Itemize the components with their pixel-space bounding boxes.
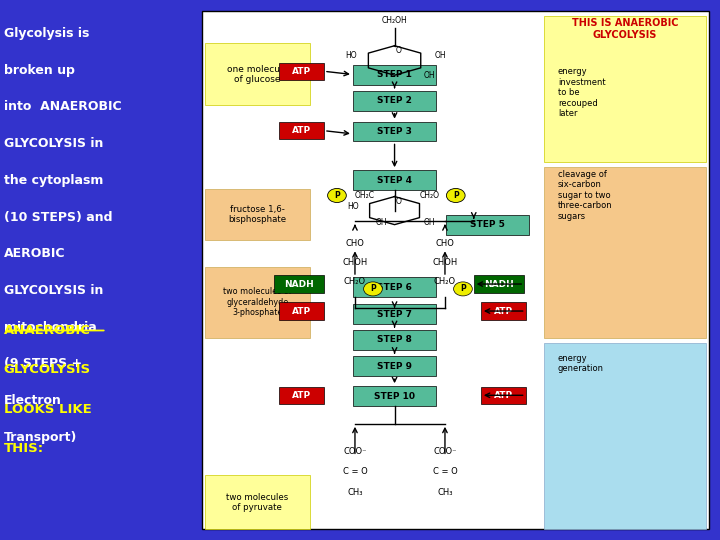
Text: OH: OH — [434, 51, 446, 59]
FancyBboxPatch shape — [544, 16, 706, 162]
Text: ATP: ATP — [292, 391, 311, 400]
FancyBboxPatch shape — [474, 275, 524, 293]
Text: CHO: CHO — [436, 239, 454, 248]
Text: CH₂O: CH₂O — [419, 191, 439, 200]
Text: Electron: Electron — [4, 394, 61, 407]
FancyBboxPatch shape — [274, 275, 324, 293]
Text: one molecule
of glucose: one molecule of glucose — [227, 65, 288, 84]
Text: THIS IS ANAEROBIC
GLYCOLYSIS: THIS IS ANAEROBIC GLYCOLYSIS — [572, 18, 678, 40]
Text: (10 STEPS) and: (10 STEPS) and — [4, 211, 112, 224]
FancyBboxPatch shape — [481, 302, 526, 320]
Text: STEP 10: STEP 10 — [374, 392, 415, 401]
Text: P: P — [370, 285, 376, 293]
Text: P: P — [453, 191, 459, 200]
Text: STEP 6: STEP 6 — [377, 282, 412, 292]
Text: AEROBIC: AEROBIC — [4, 247, 65, 260]
FancyBboxPatch shape — [354, 330, 436, 350]
Text: OH₂C: OH₂C — [355, 191, 375, 200]
Text: STEP 1: STEP 1 — [377, 70, 412, 79]
Circle shape — [454, 282, 472, 296]
FancyBboxPatch shape — [354, 170, 436, 190]
FancyBboxPatch shape — [279, 122, 324, 139]
FancyBboxPatch shape — [279, 387, 324, 404]
Text: GLYCOLYSIS in: GLYCOLYSIS in — [4, 137, 103, 150]
Text: two molecules
of pyruvate: two molecules of pyruvate — [226, 492, 289, 512]
FancyBboxPatch shape — [481, 387, 526, 404]
Text: (9 STEPS +: (9 STEPS + — [4, 357, 82, 370]
FancyBboxPatch shape — [354, 304, 436, 324]
Text: OH: OH — [376, 218, 387, 227]
Text: STEP 5: STEP 5 — [470, 220, 505, 230]
Text: ATP: ATP — [494, 391, 513, 400]
Text: NADH: NADH — [484, 280, 514, 288]
Text: ATP: ATP — [494, 307, 513, 315]
Text: the cytoplasm: the cytoplasm — [4, 174, 103, 187]
FancyBboxPatch shape — [279, 302, 324, 320]
Text: GLYCOLYSIS: GLYCOLYSIS — [4, 363, 91, 376]
Text: mitochondria: mitochondria — [4, 321, 96, 334]
Circle shape — [364, 282, 382, 296]
Text: broken up: broken up — [4, 64, 74, 77]
Text: two molecules of
glyceraldehyde
3-phosphate: two molecules of glyceraldehyde 3-phosph… — [223, 287, 292, 318]
Text: ATP: ATP — [292, 126, 311, 135]
FancyBboxPatch shape — [354, 386, 436, 406]
Text: THIS:: THIS: — [4, 442, 44, 455]
Text: CH₂O: CH₂O — [344, 277, 366, 286]
Text: C = O: C = O — [433, 467, 457, 476]
Text: CHO: CHO — [346, 239, 364, 248]
Text: O: O — [395, 46, 401, 55]
Text: CHOH: CHOH — [342, 258, 368, 267]
Text: CH₃: CH₃ — [437, 488, 453, 497]
FancyBboxPatch shape — [205, 267, 310, 338]
Text: ATP: ATP — [292, 307, 311, 315]
FancyBboxPatch shape — [354, 65, 436, 85]
FancyBboxPatch shape — [446, 215, 529, 235]
FancyBboxPatch shape — [354, 122, 436, 141]
Text: COO⁻: COO⁻ — [343, 447, 366, 456]
Text: C = O: C = O — [343, 467, 367, 476]
FancyBboxPatch shape — [205, 43, 310, 105]
Text: OH: OH — [423, 218, 435, 227]
Text: cleavage of
six-carbon
sugar to two
three-carbon
sugars: cleavage of six-carbon sugar to two thre… — [558, 170, 613, 221]
FancyBboxPatch shape — [202, 11, 709, 529]
Text: OH: OH — [423, 71, 435, 80]
Text: CH₂O: CH₂O — [434, 277, 456, 286]
Text: HO: HO — [347, 202, 359, 211]
FancyBboxPatch shape — [205, 189, 310, 240]
Circle shape — [446, 188, 465, 202]
Text: CH₂OH: CH₂OH — [382, 16, 408, 25]
Text: STEP 4: STEP 4 — [377, 176, 412, 185]
Text: LOOKS LIKE: LOOKS LIKE — [4, 403, 91, 416]
Text: energy
generation: energy generation — [558, 354, 604, 373]
Text: P: P — [460, 285, 466, 293]
Text: CHOH: CHOH — [432, 258, 458, 267]
FancyBboxPatch shape — [205, 475, 310, 529]
Text: ATP: ATP — [292, 67, 311, 76]
Text: energy
investment
to be
recouped
later: energy investment to be recouped later — [558, 68, 606, 118]
Text: into  ANAEROBIC: into ANAEROBIC — [4, 100, 121, 113]
Text: CH₃: CH₃ — [347, 488, 363, 497]
FancyBboxPatch shape — [279, 63, 324, 80]
Text: fructose 1,6-
bisphosphate: fructose 1,6- bisphosphate — [228, 205, 287, 224]
Circle shape — [328, 188, 346, 202]
Text: O: O — [395, 198, 401, 206]
Text: COO⁻: COO⁻ — [433, 447, 456, 456]
FancyBboxPatch shape — [354, 91, 436, 111]
Text: Glycolysis is: Glycolysis is — [4, 27, 89, 40]
Text: ANAEROBIC: ANAEROBIC — [4, 324, 91, 337]
Text: STEP 2: STEP 2 — [377, 96, 412, 105]
Text: STEP 8: STEP 8 — [377, 335, 412, 345]
FancyBboxPatch shape — [544, 343, 706, 529]
FancyBboxPatch shape — [354, 356, 436, 376]
Text: STEP 9: STEP 9 — [377, 362, 412, 371]
Text: STEP 3: STEP 3 — [377, 127, 412, 136]
Text: HO: HO — [346, 51, 357, 59]
Text: Transport): Transport) — [4, 431, 77, 444]
Text: STEP 7: STEP 7 — [377, 309, 412, 319]
FancyBboxPatch shape — [354, 277, 436, 297]
Text: GLYCOLYSIS in: GLYCOLYSIS in — [4, 284, 103, 297]
FancyBboxPatch shape — [544, 167, 706, 338]
Text: NADH: NADH — [284, 280, 314, 288]
Text: P: P — [334, 191, 340, 200]
